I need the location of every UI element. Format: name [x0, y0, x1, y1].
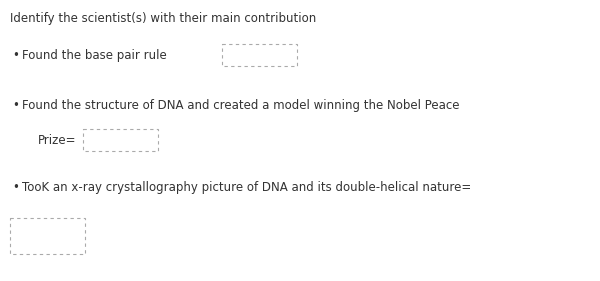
- Bar: [10, 218, 85, 254]
- Text: Identify the scientist(s) with their main contribution: Identify the scientist(s) with their mai…: [10, 12, 316, 25]
- Text: Prize=: Prize=: [38, 133, 77, 146]
- Text: •: •: [12, 49, 19, 62]
- Text: •: •: [12, 99, 19, 112]
- Text: Found the structure of DNA and created a model winning the Nobel Peace: Found the structure of DNA and created a…: [22, 99, 460, 112]
- Text: Found the base pair rule: Found the base pair rule: [22, 49, 170, 62]
- Bar: [83, 129, 158, 151]
- Bar: [222, 44, 297, 66]
- Text: TooK an x-ray crystallography picture of DNA and its double-helical nature=: TooK an x-ray crystallography picture of…: [22, 182, 471, 194]
- Text: •: •: [12, 182, 19, 194]
